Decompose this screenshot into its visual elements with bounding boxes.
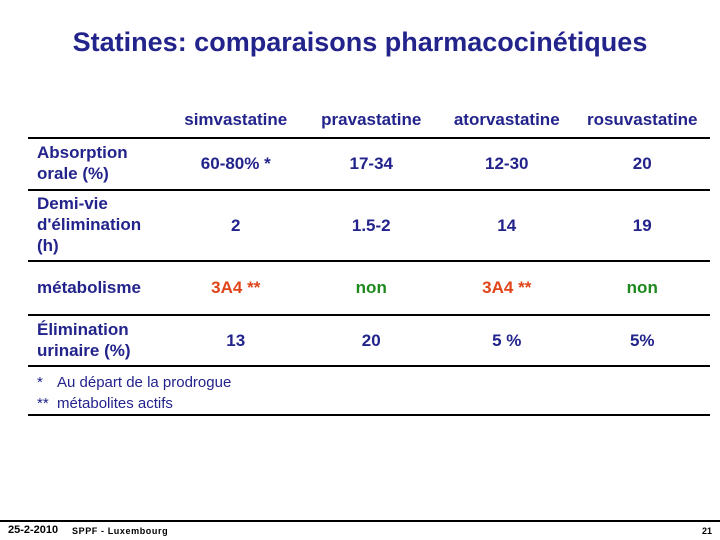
column-header-simvastatine: simvastatine [184, 110, 288, 129]
row-label: Absorption orale (%) [37, 143, 128, 183]
table-row-absorption-orale: Absorption orale (%) 60-80% * 17-34 12-3… [28, 139, 710, 191]
page-number: 21 [701, 526, 712, 536]
footnotes-box: * Au départ de la prodrogue ** métabolit… [28, 367, 710, 416]
column-header-rosuvastatine: rosuvastatine [586, 110, 698, 129]
row-label: métabolisme [37, 277, 141, 297]
table-cell: 2 [231, 215, 241, 235]
footnote-prodrogue: * Au départ de la prodrogue [37, 372, 710, 393]
table-cell: 5% [629, 330, 655, 350]
footer-date: 25-2-2010 [8, 524, 59, 536]
footer-org: SPPF - Luxembourg [72, 526, 169, 536]
row-label: Demi-vie d'élimination (h) [37, 194, 142, 255]
table-cell: 12-30 [485, 154, 529, 173]
table-cell: 1.5-2 [351, 215, 391, 235]
footnote-metabolites: ** métabolites actifs [37, 393, 710, 414]
table-cell: 5 % [492, 330, 522, 350]
footnote-marker: * [37, 374, 43, 391]
table-cell: 17-34 [349, 154, 393, 173]
table-cell: 20 [361, 330, 381, 350]
table-cell: 60-80% * [200, 154, 271, 173]
column-header-pravastatine: pravastatine [321, 110, 422, 129]
table-cell: 3A4 ** [482, 278, 532, 297]
column-header-atorvastatine: atorvastatine [453, 110, 560, 129]
table-cell: 14 [497, 215, 517, 235]
footnote-marker: ** [37, 395, 49, 412]
footnote-text: métabolites actifs [57, 395, 173, 412]
table-row-elimination-urinaire: Élimination urinaire (%) 13 20 5 % 5% [28, 316, 710, 367]
table-cell: non [626, 278, 658, 297]
footer-divider [0, 520, 720, 522]
table-cell: 19 [632, 215, 652, 235]
table-row-demi-vie: Demi-vie d'élimination (h) 2 1.5-2 14 19 [28, 191, 710, 262]
row-label: Élimination urinaire (%) [37, 319, 131, 360]
table-header-row: simvastatine pravastatine atorvastatine … [28, 103, 710, 139]
table-row-metabolisme: métabolisme 3A4 ** non 3A4 ** non [28, 262, 710, 316]
table-cell: non [355, 278, 387, 297]
table-cell: 3A4 ** [211, 278, 261, 297]
slide-title: Statines: comparaisons pharmacocinétique… [72, 27, 648, 57]
table-cell: 20 [632, 154, 652, 173]
table-cell: 13 [226, 330, 246, 350]
statins-comparison-table: simvastatine pravastatine atorvastatine … [28, 103, 710, 416]
footnote-text: Au départ de la prodrogue [57, 374, 232, 391]
